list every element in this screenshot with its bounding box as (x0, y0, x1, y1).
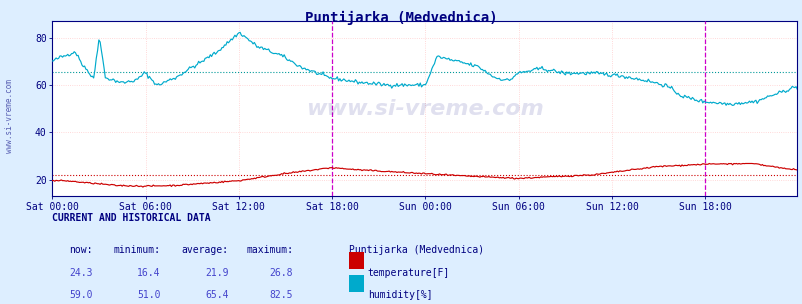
Text: 16.4: 16.4 (137, 268, 160, 278)
Text: minimum:: minimum: (113, 245, 160, 255)
Text: 65.4: 65.4 (205, 290, 229, 300)
Text: Puntijarka (Medvednica): Puntijarka (Medvednica) (349, 245, 484, 255)
Text: maximum:: maximum: (245, 245, 293, 255)
Text: humidity[%]: humidity[%] (367, 290, 431, 300)
Text: 51.0: 51.0 (137, 290, 160, 300)
Text: 59.0: 59.0 (69, 290, 92, 300)
Text: temperature[F]: temperature[F] (367, 268, 449, 278)
Text: Puntijarka (Medvednica): Puntijarka (Medvednica) (305, 11, 497, 25)
Text: CURRENT AND HISTORICAL DATA: CURRENT AND HISTORICAL DATA (52, 213, 211, 223)
Text: 26.8: 26.8 (269, 268, 293, 278)
Text: www.si-vreme.com: www.si-vreme.com (306, 99, 543, 119)
Text: www.si-vreme.com: www.si-vreme.com (5, 78, 14, 153)
Text: 24.3: 24.3 (69, 268, 92, 278)
Text: 21.9: 21.9 (205, 268, 229, 278)
Text: average:: average: (181, 245, 229, 255)
Text: 82.5: 82.5 (269, 290, 293, 300)
Text: now:: now: (69, 245, 92, 255)
